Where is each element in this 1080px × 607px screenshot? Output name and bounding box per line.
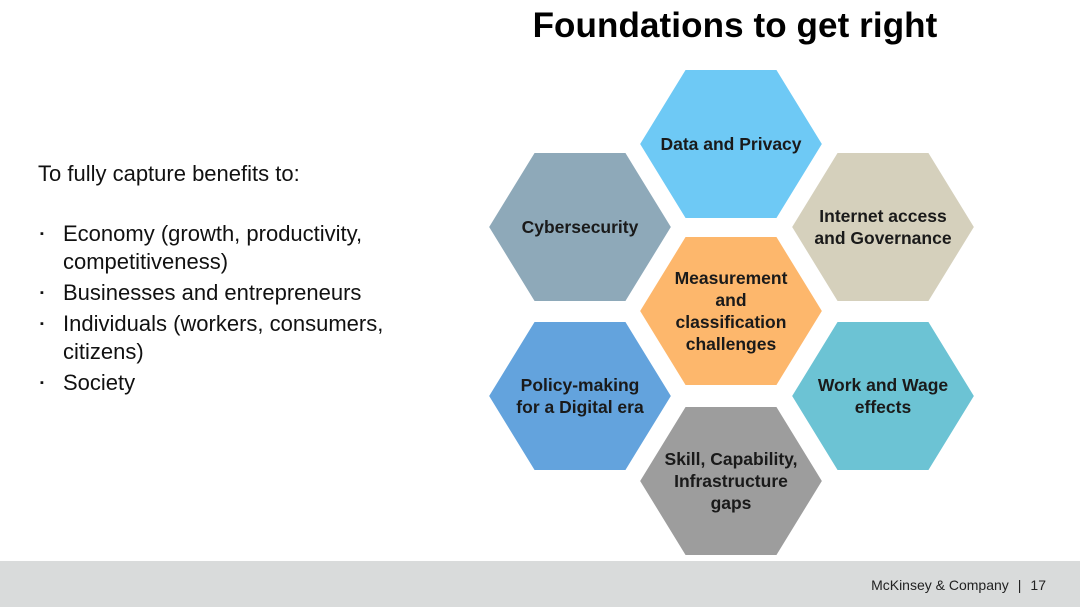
- list-item: ▪ Society: [38, 369, 438, 397]
- list-item: ▪ Individuals (workers, consumers, citiz…: [38, 310, 438, 366]
- square-bullet-icon: ▪: [40, 287, 44, 299]
- hexagon-skill-gaps: [637, 405, 825, 557]
- hexagon-label-cybersecurity: Cybersecurity: [521, 217, 639, 237]
- square-bullet-icon: ▪: [40, 228, 44, 240]
- square-bullet-icon: ▪: [40, 318, 44, 330]
- footer-separator: |: [1017, 577, 1022, 593]
- hexagon-label-measurement: Measurement and classification challenge…: [674, 268, 788, 354]
- hexagon-label-data-privacy: Data and Privacy: [660, 134, 802, 154]
- intro-text: To fully capture benefits to:: [38, 161, 300, 186]
- list-item-text: Economy (growth, productivity, competiti…: [63, 221, 363, 274]
- list-item-text: Businesses and entrepreneurs: [63, 280, 362, 305]
- hexagon-label-policy-making: Policy-making for a Digital era: [516, 375, 644, 417]
- hexagon-measurement: [637, 235, 825, 387]
- slide-title: Foundations to get right: [532, 6, 938, 45]
- hexagon-label-internet-access: Internet access and Governance: [814, 206, 952, 248]
- footer-bar: [0, 561, 1080, 607]
- hexagon-label-skill-gaps: Skill, Capability, Infrastructure gaps: [664, 449, 798, 513]
- hexagon-cybersecurity: [486, 151, 674, 303]
- footer-company: McKinsey & Company: [871, 577, 1009, 593]
- square-bullet-icon: ▪: [40, 377, 44, 389]
- footer: McKinsey & Company | 17: [871, 577, 1046, 593]
- list-item-text: Society: [63, 370, 136, 395]
- list-item-text: Individuals (workers, consumers, citizen…: [63, 311, 384, 364]
- hexagon-data-privacy: [637, 68, 825, 220]
- page-number: 17: [1030, 577, 1046, 593]
- hexagon-label-work-wage: Work and Wage effects: [817, 375, 949, 417]
- hexagon-work-wage: [789, 320, 977, 472]
- hexagon-internet-access: [789, 151, 977, 303]
- hexagon-policy-making: [486, 320, 674, 472]
- list-item: ▪ Economy (growth, productivity, competi…: [38, 220, 438, 276]
- benefits-list: ▪ Economy (growth, productivity, competi…: [38, 220, 438, 400]
- list-item: ▪ Businesses and entrepreneurs: [38, 279, 438, 307]
